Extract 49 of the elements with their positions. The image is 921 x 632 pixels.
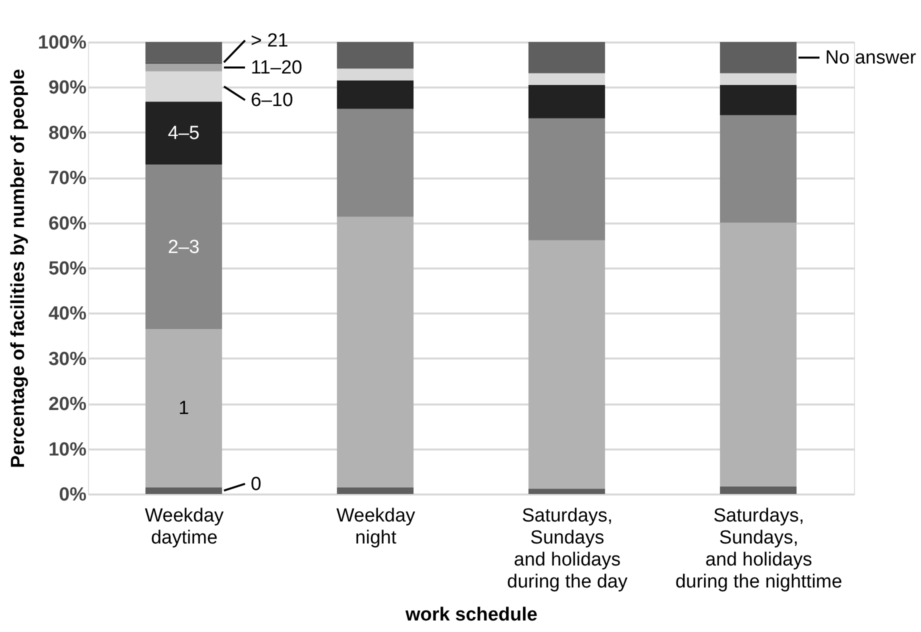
y-tick-label: 20%: [48, 394, 87, 416]
bar: [336, 68, 414, 80]
y-tick-label: 0%: [59, 484, 87, 506]
y-tick-label: 40%: [48, 304, 87, 325]
bar: [336, 42, 414, 69]
bar: [145, 102, 222, 164]
bar: [528, 240, 606, 489]
bar: [145, 487, 222, 494]
bar: [720, 115, 797, 223]
bar: [528, 84, 606, 118]
bar: [145, 64, 222, 72]
bar: [528, 118, 606, 240]
x-tick-label: Weekday night: [336, 506, 416, 548]
y-tick-label: 10%: [48, 439, 87, 460]
series-label: 4–5: [168, 123, 200, 144]
series-label: 2–3: [168, 236, 200, 258]
bar: [720, 42, 797, 74]
y-tick-label: 60%: [48, 213, 87, 234]
bar: [336, 216, 414, 488]
bar: [528, 73, 606, 85]
series-label: No answer: [825, 48, 917, 69]
series-label: 11–20: [250, 58, 302, 79]
bar: [528, 42, 606, 74]
bar: [336, 80, 414, 109]
x-tick-label: Saturdays, Sundays, and holidays during the nighttime: [675, 506, 842, 592]
bar: [336, 108, 414, 217]
y-tick-label: 90%: [48, 78, 87, 99]
bar: [720, 222, 797, 486]
series-label: 0: [250, 474, 262, 495]
y-tick-label: 80%: [48, 122, 87, 144]
y-tick-label: 70%: [48, 168, 87, 190]
bar: [336, 487, 414, 494]
y-axis-title: Percentage of facilities by number of people: [8, 68, 29, 468]
bar: [720, 486, 797, 494]
x-tick-label: Saturdays, Sundays and holidays during the day: [507, 506, 628, 592]
bar: [145, 329, 222, 488]
series-label: > 21: [250, 30, 288, 52]
bar: [145, 164, 222, 330]
y-tick-label: 50%: [48, 258, 87, 280]
bar: [720, 84, 797, 116]
y-tick-label: 30%: [48, 348, 87, 370]
series-label: 6–10: [250, 90, 294, 112]
bar: [528, 488, 606, 494]
series-label: 1: [178, 398, 190, 420]
x-axis-title: work schedule: [404, 604, 538, 626]
bar: [720, 73, 797, 85]
bar: [145, 42, 222, 62]
y-tick-label: 100%: [38, 32, 87, 54]
x-tick-label: Weekday daytime: [144, 506, 224, 548]
